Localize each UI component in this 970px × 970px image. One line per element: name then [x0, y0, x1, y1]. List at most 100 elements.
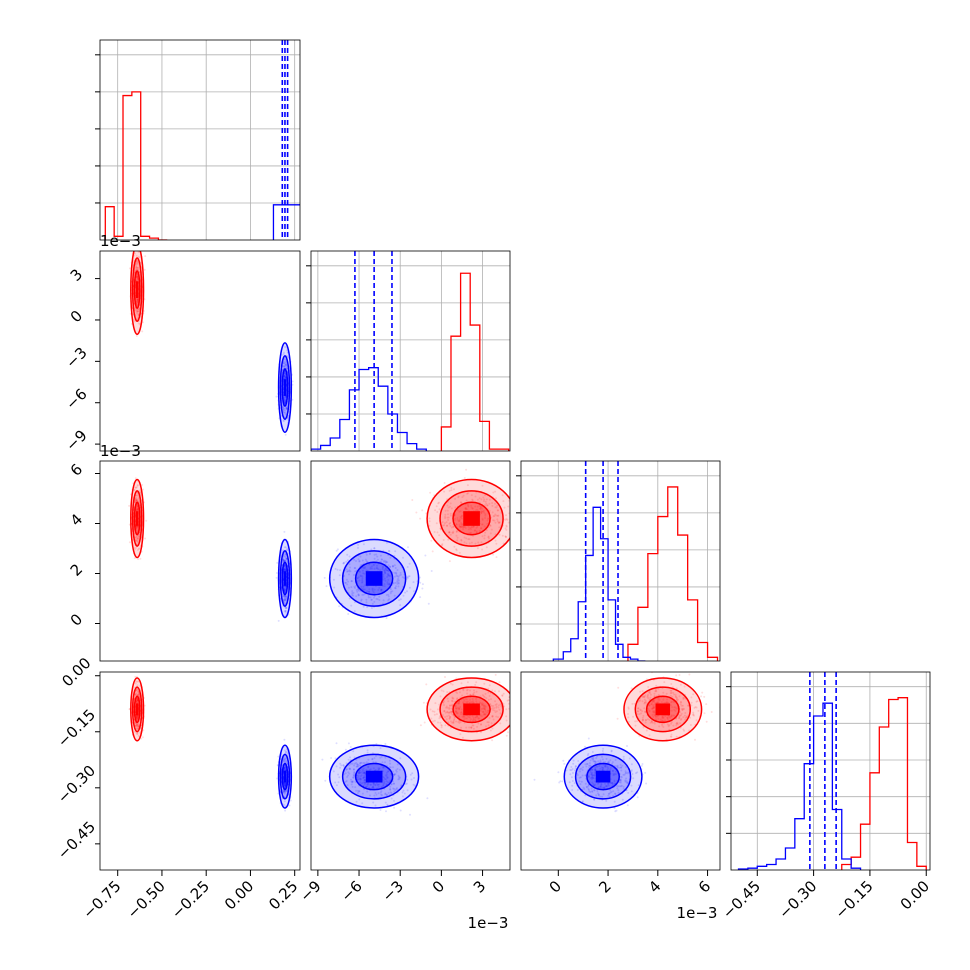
- scatter-point: [491, 715, 494, 718]
- panel-p3-p4: [520, 671, 721, 871]
- scatter-point: [383, 577, 386, 580]
- scatter-point: [384, 572, 387, 575]
- scatter-point: [359, 778, 362, 781]
- scatter-point: [436, 708, 439, 711]
- scatter-point: [281, 550, 284, 553]
- contour-blue: [277, 538, 293, 619]
- scatter-point: [467, 492, 470, 495]
- scatter-point: [379, 756, 382, 759]
- scatter-point: [283, 567, 286, 570]
- scatter-point: [283, 782, 286, 784]
- scatter-point: [392, 582, 395, 585]
- scatter-point: [620, 779, 622, 782]
- scatter-point: [607, 760, 610, 763]
- scatter-point: [361, 581, 363, 584]
- scatter-point: [136, 733, 139, 736]
- scatter-point: [460, 708, 463, 711]
- scatter-point: [355, 800, 358, 803]
- scatter-point: [459, 501, 462, 504]
- scatter-point: [482, 695, 485, 698]
- scatter-point: [581, 800, 584, 803]
- scatter-point: [449, 682, 452, 685]
- scatter-point: [481, 523, 483, 526]
- scatter-point: [682, 707, 685, 710]
- scatter-point: [135, 508, 138, 511]
- scatter-point: [137, 690, 139, 693]
- scatter-point: [324, 779, 327, 782]
- scatter-point: [462, 494, 465, 497]
- scatter-point: [433, 719, 436, 722]
- scatter-point: [401, 791, 404, 794]
- scatter-point: [363, 567, 366, 570]
- scatter-point: [648, 691, 650, 694]
- scatter-point: [483, 708, 486, 711]
- scatter-point: [474, 716, 477, 719]
- scatter-point: [619, 781, 622, 784]
- scatter-point: [282, 560, 285, 563]
- scatter-point: [480, 506, 483, 509]
- scatter-point: [353, 771, 356, 774]
- scatter-point: [135, 265, 137, 267]
- scatter-point: [380, 588, 383, 591]
- scatter-point: [650, 703, 653, 706]
- scatter-point: [456, 706, 459, 709]
- scatter-point: [472, 719, 474, 722]
- scatter-point: [692, 711, 695, 714]
- scatter-point: [291, 380, 294, 383]
- scatter-point: [667, 701, 670, 704]
- scatter-point: [352, 768, 355, 771]
- scatter-point: [373, 794, 376, 797]
- scatter-point: [664, 715, 667, 718]
- scatter-point: [474, 719, 477, 722]
- scatter-point: [449, 704, 452, 707]
- scatter-point: [365, 598, 368, 601]
- scatter-point: [370, 783, 373, 786]
- scatter-point: [489, 524, 492, 527]
- scatter-point: [495, 497, 497, 500]
- scatter-point: [483, 712, 486, 715]
- scatter-point: [369, 794, 371, 797]
- scatter-point: [136, 299, 139, 302]
- scatter-point: [451, 703, 454, 706]
- scatter-point: [137, 268, 140, 271]
- scatter-point: [128, 541, 131, 544]
- scatter-point: [460, 521, 463, 524]
- scatter-point: [479, 709, 482, 712]
- scatter-point: [483, 696, 486, 699]
- scatter-point: [668, 724, 671, 727]
- scatter-point: [486, 519, 489, 522]
- scatter-point: [590, 787, 593, 790]
- scatter-point: [641, 716, 644, 719]
- scatter-point: [494, 539, 497, 542]
- scatter-point: [456, 518, 459, 521]
- scatter-point: [443, 710, 446, 712]
- scatter-point: [364, 558, 367, 561]
- scatter-point: [364, 778, 367, 781]
- scatter-point: [674, 696, 677, 699]
- scatter-point: [386, 794, 388, 797]
- scatter-point: [495, 710, 498, 713]
- scatter-point: [366, 585, 369, 588]
- scatter-point: [390, 782, 393, 785]
- scatter-point: [387, 549, 390, 552]
- scatter-point: [497, 706, 500, 709]
- scatter-point: [282, 595, 285, 598]
- scatter-point: [134, 309, 137, 312]
- scatter-point: [435, 505, 438, 508]
- scatter-point: [352, 775, 355, 777]
- scatter-point: [474, 542, 477, 545]
- scatter-point: [388, 598, 391, 601]
- scatter-point: [455, 707, 458, 710]
- scatter-point: [672, 714, 675, 717]
- scatter-point: [489, 729, 492, 732]
- scatter-point: [451, 700, 454, 703]
- contour-red: [133, 270, 141, 309]
- scatter-point: [450, 507, 453, 510]
- scatter-point: [134, 498, 137, 501]
- scatter-point: [395, 571, 398, 574]
- scatter-point: [137, 322, 140, 325]
- scatter-point: [349, 756, 352, 759]
- scatter-point: [444, 676, 446, 678]
- scatter-point: [360, 585, 363, 588]
- scatter-point: [287, 356, 289, 359]
